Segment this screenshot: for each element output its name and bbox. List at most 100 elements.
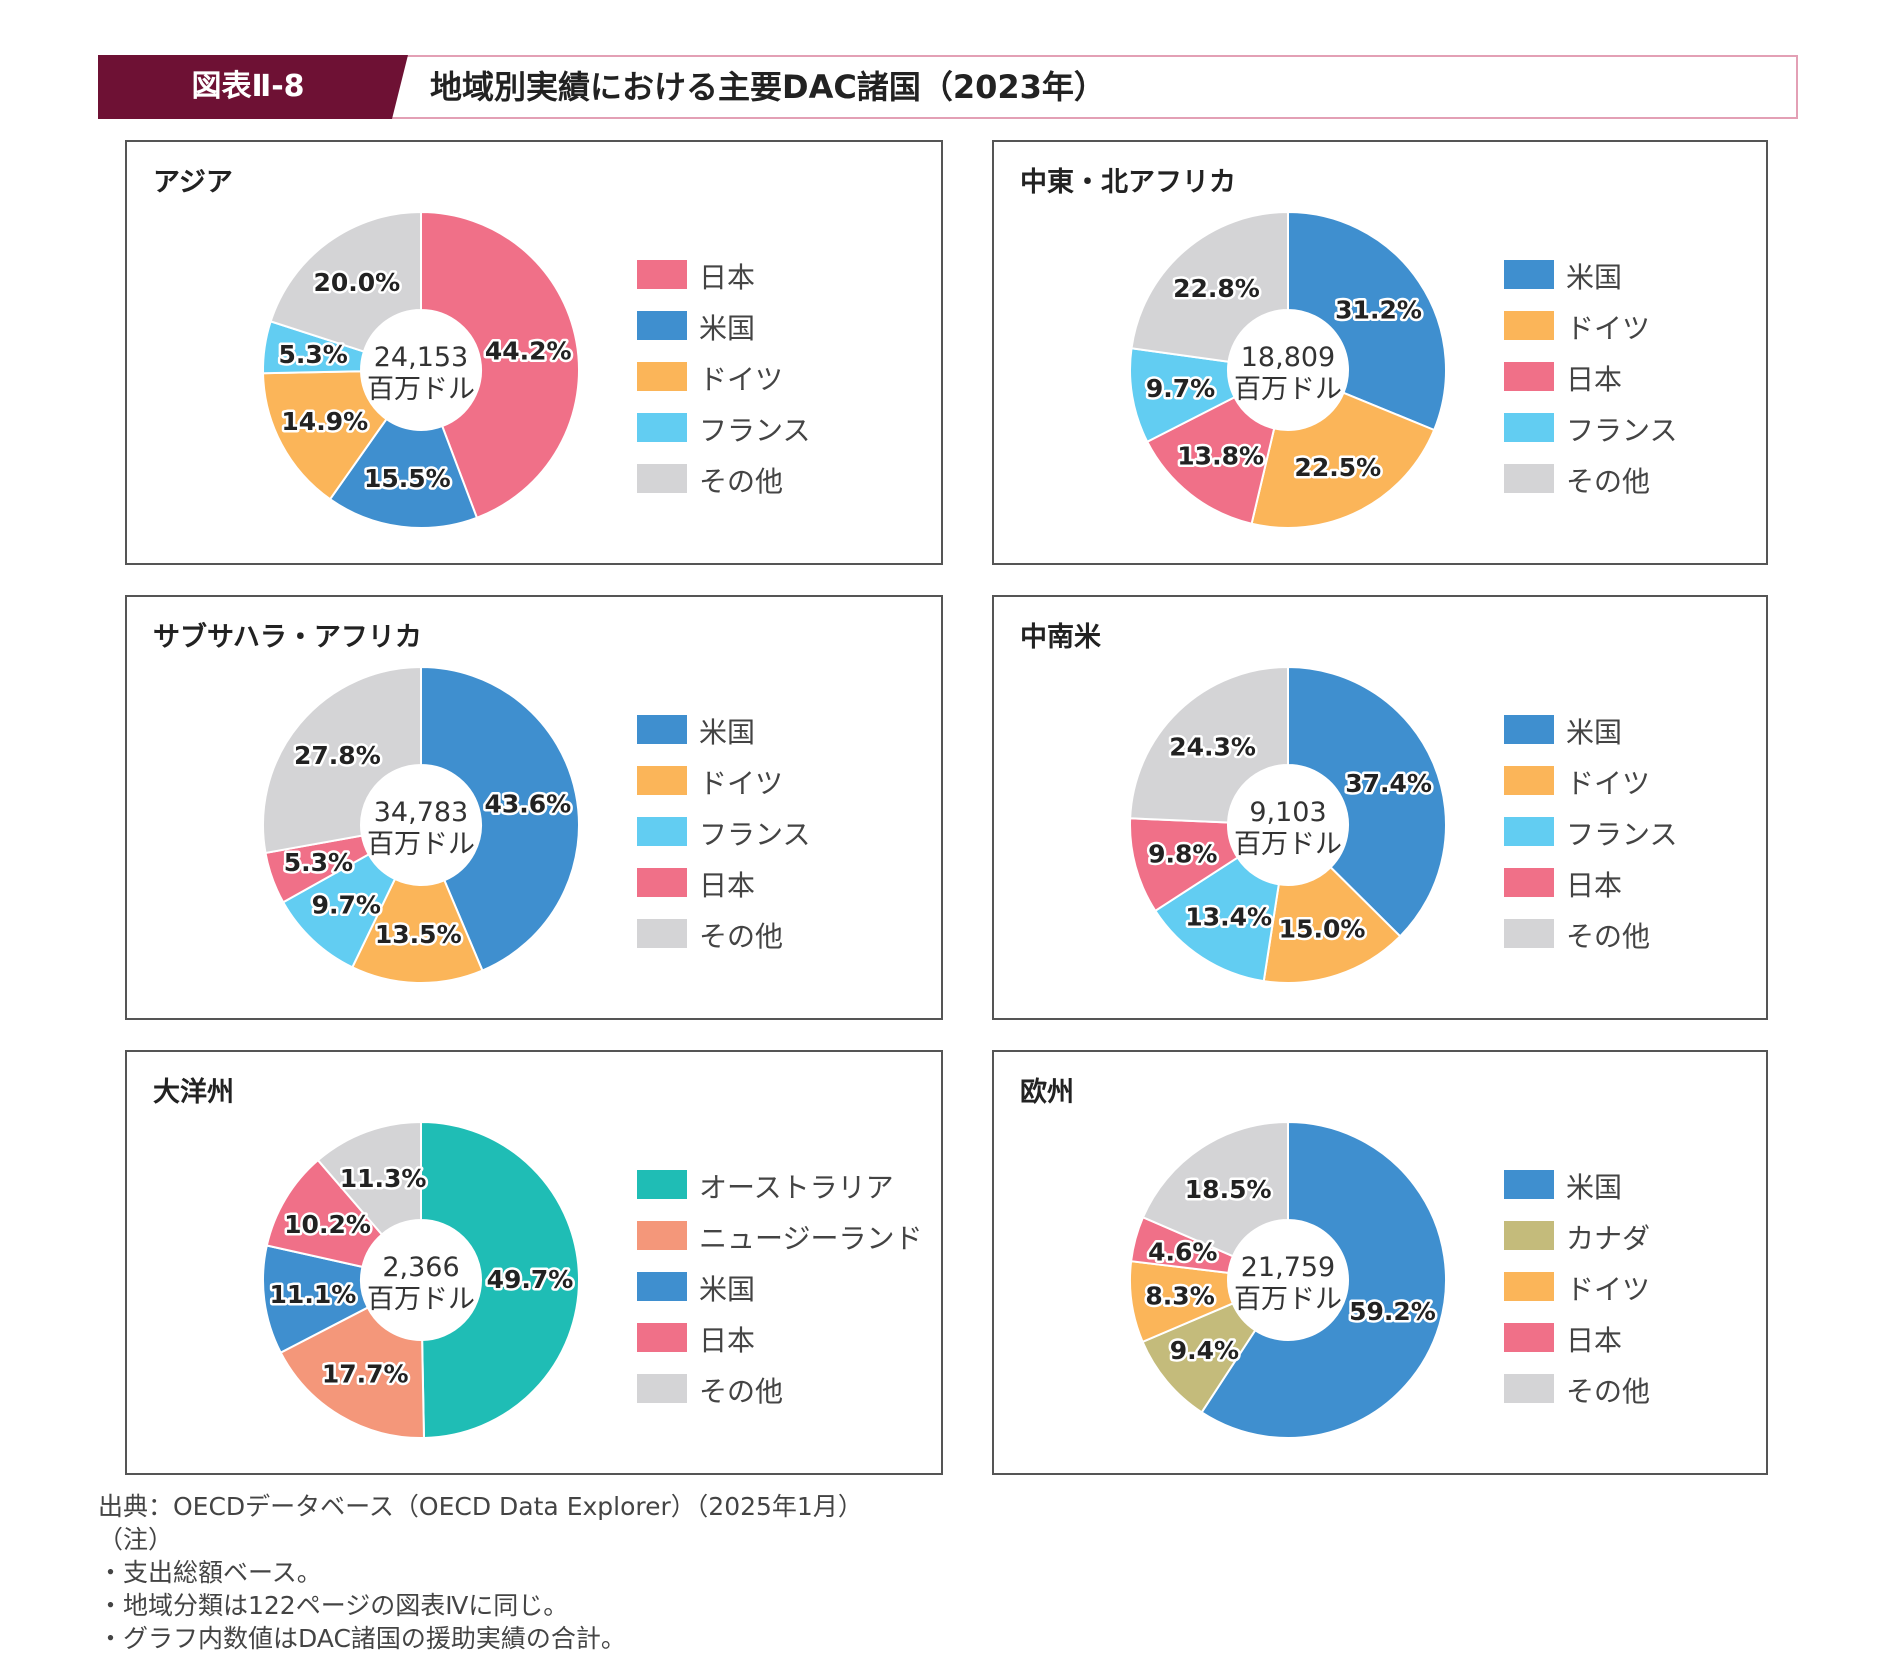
slice-value-label: 5.3% <box>284 848 353 877</box>
slice-value-label: 17.7% <box>322 1360 409 1389</box>
chart-panel-sub-saharan-africa: サブサハラ・アフリカ 43.6% 13.5% 9.7% 5.3% 27.8% 34,783 百… <box>125 595 943 1020</box>
legend-swatch <box>1504 311 1554 340</box>
legend-swatch <box>637 1323 687 1352</box>
pie-slice <box>1130 210 1289 363</box>
legend-label: フランス <box>699 414 811 447</box>
legend-swatch <box>637 868 687 897</box>
center-total-unit: 百万ドル <box>1234 374 1342 405</box>
legend-swatch <box>1504 362 1554 391</box>
pie-slice <box>262 370 388 501</box>
center-total-value: 9,103 <box>1249 797 1326 828</box>
legend-label: その他 <box>1566 465 1651 498</box>
pie-slice <box>1262 865 1402 984</box>
pie-slice <box>420 210 580 520</box>
legend-swatch <box>1504 260 1554 289</box>
legend-swatch <box>1504 919 1554 948</box>
legend-label: その他 <box>1566 1375 1651 1408</box>
legend-swatch <box>637 311 687 340</box>
figure-header: 図表Ⅱ-8 地域別実績における主要DAC諸国（2023年） <box>98 55 1798 119</box>
legend-label: ドイツ <box>1566 1273 1651 1306</box>
slice-value-label: 49.7% <box>487 1265 574 1294</box>
legend-label: その他 <box>699 920 784 953</box>
slice-value-label: 8.3% <box>1145 1281 1214 1310</box>
legend-swatch <box>1504 766 1554 795</box>
slice-value-label: 13.4% <box>1185 902 1272 931</box>
center-total-unit: 百万ドル <box>1234 829 1342 860</box>
slice-value-label: 9.4% <box>1170 1336 1239 1365</box>
chart-panel-latin-america: 中南米 37.4% 15.0% 13.4% 9.8% 24.3% 9,103 百万ドル 米国 ドイ… <box>992 595 1768 1020</box>
center-total-unit: 百万ドル <box>367 374 475 405</box>
chart-panel-europe: 欧州 59.2% 9.4% 8.3% 4.6% 18.5% 21,759 百万ドル 米国 カナダド… <box>992 1050 1768 1475</box>
pie-slice <box>420 665 580 972</box>
figure-notes: 出典：OECDデータベース（OECD Data Explorer）（2025年1… <box>98 1490 863 1655</box>
pie-slice <box>420 1120 580 1439</box>
pie-slice <box>316 1120 422 1236</box>
legend-swatch <box>1504 817 1554 846</box>
slice-value-label: 5.3% <box>278 340 347 369</box>
slice-value-label: 13.5% <box>375 920 462 949</box>
slice-value-label: 59.2% <box>1349 1297 1436 1326</box>
slice-value-label: 9.7% <box>1146 374 1215 403</box>
pie-slice <box>1129 665 1289 824</box>
pie-slice <box>1250 391 1436 529</box>
legend-swatch <box>1504 1170 1554 1199</box>
legend-label: 日本 <box>699 261 756 294</box>
center-total-unit: 百万ドル <box>367 829 475 860</box>
legend-label: 日本 <box>699 869 756 902</box>
legend-swatch <box>1504 715 1554 744</box>
legend-label: 米国 <box>699 1273 756 1306</box>
slice-value-label: 9.8% <box>1148 840 1217 869</box>
pie-slice <box>262 665 422 855</box>
slice-value-label: 24.3% <box>1169 732 1256 761</box>
legend-swatch <box>637 1170 687 1199</box>
slice-value-label: 9.7% <box>312 890 381 919</box>
center-total-value: 18,809 <box>1241 342 1335 373</box>
legend-swatch <box>637 464 687 493</box>
note-line: ・支出総額ベース。 <box>98 1558 322 1587</box>
center-total-unit: 百万ドル <box>1234 1284 1342 1315</box>
legend-label: 日本 <box>1566 363 1623 396</box>
legend-label: 米国 <box>699 312 756 345</box>
legend-swatch <box>637 817 687 846</box>
chart-title: アジア <box>153 167 233 198</box>
legend-swatch <box>637 715 687 744</box>
legend-label: 米国 <box>1566 716 1623 749</box>
legend-label: 日本 <box>699 1324 756 1357</box>
legend-label: カナダ <box>1566 1222 1651 1255</box>
chart-title: 中東・北アフリカ <box>1020 167 1236 198</box>
chart-panel-asia: アジア 44.2% 15.5% 14.9% 5.3% 20.0% 24,153 百万ドル 日本米… <box>125 140 943 565</box>
legend-swatch <box>1504 1221 1554 1250</box>
slice-value-label: 31.2% <box>1335 295 1422 324</box>
legend-swatch <box>1504 413 1554 442</box>
legend-swatch <box>1504 464 1554 493</box>
slice-value-label: 22.8% <box>1173 274 1260 303</box>
pie-slice <box>1287 665 1447 938</box>
figure-title: 地域別実績における主要DAC諸国（2023年） <box>430 68 1106 106</box>
legend-swatch <box>637 1221 687 1250</box>
legend-swatch <box>1504 1272 1554 1301</box>
center-total-unit: 百万ドル <box>367 1284 475 1315</box>
legend-label: その他 <box>1566 920 1651 953</box>
legend-swatch <box>637 919 687 948</box>
legend-swatch <box>1504 1323 1554 1352</box>
legend-label: 米国 <box>1566 1171 1623 1204</box>
slice-value-label: 10.2% <box>284 1210 371 1239</box>
chart-title: 中南米 <box>1020 622 1101 653</box>
note-heading: （注） <box>98 1525 174 1554</box>
slice-value-label: 13.8% <box>1177 442 1264 471</box>
figure-tag-shape <box>98 55 408 119</box>
legend-label: ドイツ <box>1566 312 1651 345</box>
slice-value-label: 20.0% <box>314 268 401 297</box>
slice-value-label: 18.5% <box>1185 1175 1272 1204</box>
center-total-value: 21,759 <box>1241 1252 1335 1283</box>
pie-slice <box>1141 1120 1289 1258</box>
legend-label: ドイツ <box>1566 767 1651 800</box>
legend-label: フランス <box>699 818 811 851</box>
legend-swatch <box>637 1272 687 1301</box>
slice-value-label: 44.2% <box>485 336 572 365</box>
figure-number: 図表Ⅱ-8 <box>191 69 305 104</box>
